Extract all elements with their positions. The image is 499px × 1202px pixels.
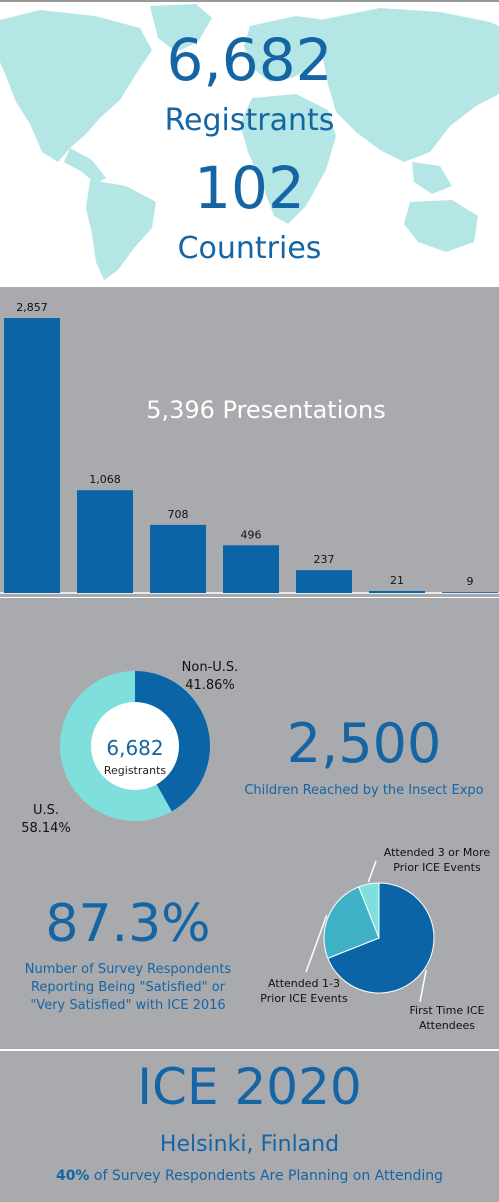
- donut-center-value: 6,682: [106, 736, 163, 760]
- presentations-title: 5,396 Presentations: [146, 396, 386, 424]
- donut-category-label-0: Non-U.S.: [182, 660, 239, 675]
- attendance-pie-label-1-1: Prior ICE Events: [260, 992, 348, 1005]
- map-australia: [404, 200, 478, 252]
- attendance-note-text: of Survey Respondents Are Planning on At…: [89, 1168, 444, 1184]
- ice-2020-title: ICE 2020: [137, 1058, 362, 1116]
- ice-2020-panel: ICE 2020 Helsinki, Finland 40% of Survey…: [0, 1049, 499, 1202]
- countries-label: Countries: [177, 231, 322, 266]
- map-southeast-asia: [412, 162, 452, 194]
- attendance-pie-slice-0: [327, 882, 435, 994]
- bar-0: [4, 318, 60, 593]
- presentations-bar-chart: 2,857 1,068 708 496 237 21 9 5,396 Presentation…: [0, 301, 499, 594]
- donut-value-label-1: 58.14%: [21, 821, 71, 836]
- ice-2020-attendance-note: 40% of Survey Respondents Are Planning o…: [0, 1165, 499, 1187]
- bar-5: [369, 590, 425, 593]
- registrants-label: Registrants: [164, 103, 335, 138]
- donut-category-label-1: U.S.: [33, 803, 59, 818]
- attendance-pie-label-0-0: First Time ICE: [410, 1004, 485, 1017]
- world-map-background: [0, 4, 499, 280]
- attendance-pie-label-2-0: Attended 3 or More: [384, 846, 491, 859]
- survey-label-line-2: Reporting Being "Satisfied" or: [31, 980, 226, 995]
- map-greenland: [150, 4, 212, 52]
- attendance-pie-label-0-1: Attendees: [419, 1019, 475, 1032]
- attendance-pie-leader-2: [367, 860, 377, 883]
- bar-value-label-0: 2,857: [16, 301, 48, 314]
- countries-count: 102: [194, 154, 305, 222]
- attendance-pie-label-1-0: Attended 1-3: [268, 977, 340, 990]
- bar-value-label-3: 496: [241, 528, 262, 541]
- map-asia: [320, 8, 499, 162]
- map-central-america: [64, 148, 106, 184]
- ice-2020-location: Helsinki, Finland: [159, 1132, 340, 1157]
- us-vs-non-us-donut-chart: 6,682 Registrants 2,500 Children Reached…: [21, 660, 491, 1032]
- map-north-america: [0, 10, 152, 162]
- presentations-panel: 2,857 1,068 708 496 237 21 9 5,396 Presentation…: [0, 287, 499, 597]
- attendance-pie-leader-0: [419, 969, 427, 1003]
- survey-label-line-1: Number of Survey Respondents: [25, 962, 232, 977]
- bar-value-label-2: 708: [168, 508, 189, 521]
- bar-value-label-5: 21: [390, 574, 404, 587]
- bar-3: [223, 545, 279, 593]
- bar-4: [296, 570, 352, 593]
- donut-center-hole: [91, 702, 179, 790]
- map-south-america: [86, 180, 156, 280]
- registrants-count: 6,682: [166, 26, 333, 94]
- attendance-pie-leader-1: [305, 915, 328, 973]
- bar-value-label-6: 9: [467, 575, 474, 588]
- bar-value-label-1: 1,068: [89, 473, 121, 486]
- stats-panel: 6,682 Registrants 2,500 Children Reached…: [0, 597, 499, 1050]
- donut-center-label: Registrants: [104, 764, 167, 777]
- bar-2: [150, 524, 206, 593]
- bar-1: [77, 490, 133, 593]
- survey-satisfied-value: 87.3%: [45, 894, 210, 954]
- expo-label: Children Reached by the Insect Expo: [244, 783, 483, 798]
- bar-6: [442, 592, 498, 593]
- expo-value: 2,500: [287, 712, 442, 775]
- summary-header: 6,682 Registrants 102 Countries: [0, 0, 499, 287]
- survey-label-line-3: "Very Satisfied" with ICE 2016: [30, 998, 225, 1013]
- map-africa: [240, 94, 336, 224]
- attendance-percent: 40%: [55, 1168, 90, 1184]
- attendance-pie-slice-2: [358, 882, 380, 939]
- map-europe: [244, 16, 340, 82]
- attendance-pie-label-2-1: Prior ICE Events: [393, 861, 481, 874]
- bar-value-label-4: 237: [314, 553, 335, 566]
- donut-value-label-0: 41.86%: [185, 678, 235, 693]
- attendance-pie-slice-1: [323, 886, 380, 959]
